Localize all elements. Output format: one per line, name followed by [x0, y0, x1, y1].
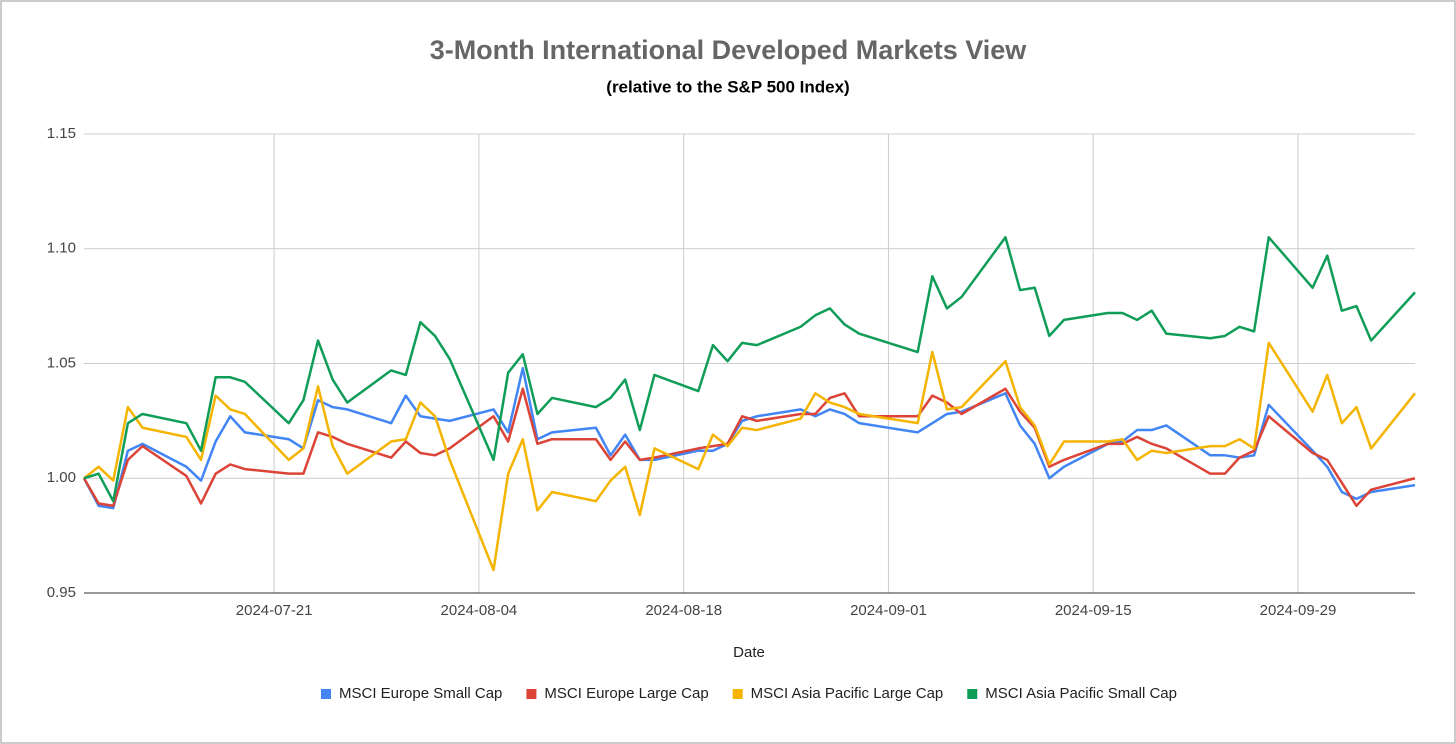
x-tick-label: 2024-09-01	[850, 602, 927, 619]
series-line	[82, 387, 1416, 508]
y-tick-label: 1.15	[47, 125, 76, 142]
x-tick-label: 2024-08-18	[645, 602, 722, 619]
chart-subtitle: (relative to the S&P 500 Index)	[606, 77, 849, 96]
lines	[82, 236, 1416, 572]
legend-item: MSCI Asia Pacific Large Cap	[732, 685, 944, 702]
legend-item: MSCI Asia Pacific Small Cap	[967, 685, 1177, 702]
x-tick-label: 2024-08-04	[441, 602, 518, 619]
chart-title: 3-Month International Developed Markets …	[430, 35, 1028, 65]
legend-label: MSCI Asia Pacific Small Cap	[985, 685, 1177, 702]
grid: 1.15 1.10 1.05 1.00 0.95 2024-07-21 2024-08-04…	[47, 125, 1415, 619]
legend-label: MSCI Europe Large Cap	[544, 685, 708, 702]
y-tick-label: 1.10	[47, 240, 76, 257]
y-tick-label: 1.00	[47, 469, 76, 486]
x-tick-label: 2024-07-21	[236, 602, 313, 619]
legend-swatch	[526, 689, 537, 699]
series-line	[83, 341, 1416, 572]
y-tick-label: 1.05	[47, 354, 76, 371]
legend-item: MSCI Europe Small Cap	[321, 685, 502, 702]
legend-swatch	[321, 689, 331, 699]
x-tick-label: 2024-09-15	[1055, 602, 1132, 619]
legend-item: MSCI Europe Large Cap	[526, 685, 709, 702]
legend-swatch	[967, 689, 978, 699]
x-axis-title: Date	[733, 644, 765, 661]
legend-label: MSCI Europe Small Cap	[339, 685, 502, 702]
series-line	[83, 236, 1416, 503]
legend: MSCI Europe Small Cap MSCI Europe Large C…	[321, 685, 1177, 702]
x-tick-label: 2024-09-29	[1260, 602, 1337, 619]
y-tick-label: 0.95	[47, 584, 76, 601]
legend-label: MSCI Asia Pacific Large Cap	[751, 685, 944, 702]
legend-swatch	[732, 689, 743, 699]
